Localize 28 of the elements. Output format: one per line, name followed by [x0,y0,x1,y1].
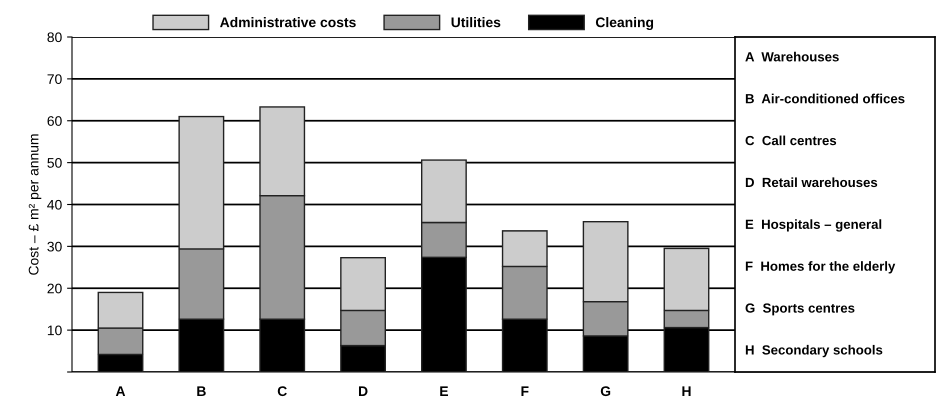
x-tick-label: G [600,386,610,396]
x-tick-label: C [278,386,287,396]
y-tick-label: 60 [48,116,62,126]
y-tick-label: 30 [47,242,62,252]
text: C Call centres [746,136,836,146]
legend-label: Cleaning [596,17,654,30]
legend-label: Utilities [452,17,500,28]
x-tick-label: H [682,386,691,396]
y-tick-label: 70 [48,74,62,84]
text: F Homes for the elderly [746,261,896,274]
y-axis-title: Cost – £ m² per annum [28,134,42,275]
y-tick-label: 50 [47,158,62,168]
legend-label: Administrative costs [220,17,356,28]
text: H Secondary schools [746,344,882,358]
y-tick-label: 20 [48,284,62,294]
text: A Warehouses [745,52,839,62]
text: E Hospitals – general [746,219,882,232]
y-tick-label: 80 [47,32,62,42]
y-tick-label: 10 [48,325,62,336]
x-tick-label: D [358,386,368,396]
text: G Sports centres [746,303,854,316]
x-tick-label: E [440,386,448,396]
x-tick-label: A [116,386,126,396]
x-tick-label: B [197,386,206,396]
text: B Air-conditioned offices [746,94,904,104]
y-tick-label: 40 [47,200,62,210]
text: D Retail warehouses [746,177,878,188]
x-tick-label: F [521,386,529,396]
